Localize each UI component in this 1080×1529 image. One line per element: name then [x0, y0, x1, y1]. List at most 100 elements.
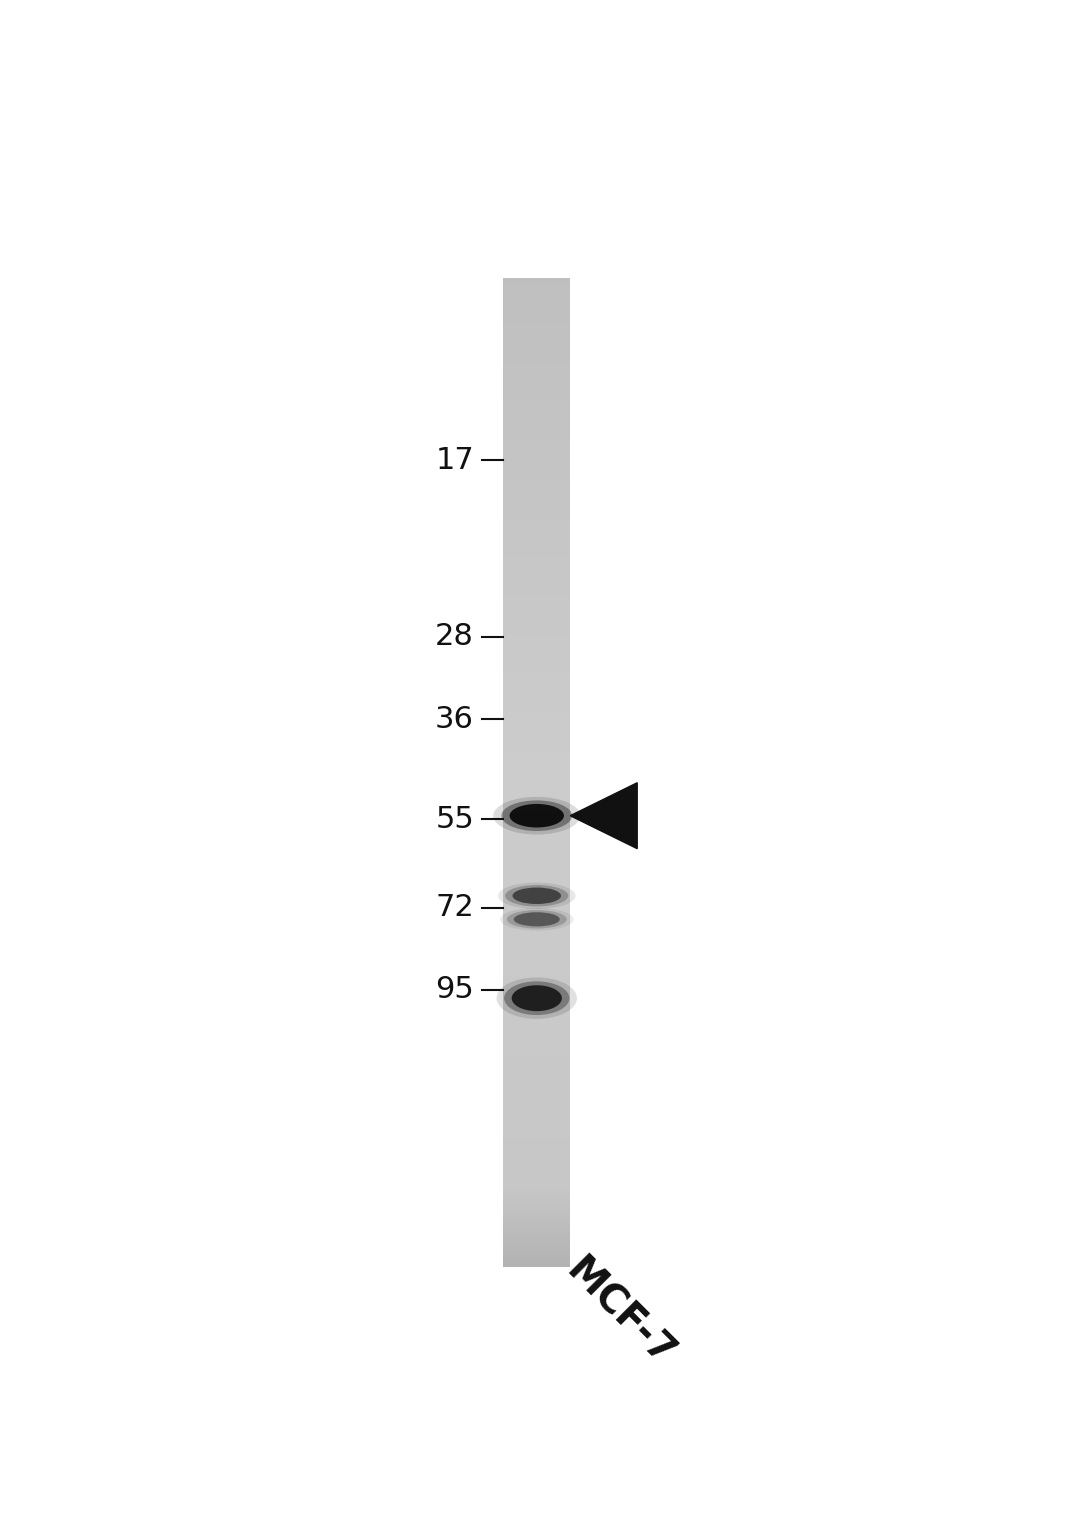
Bar: [503, 1000, 570, 1001]
Bar: [503, 524, 570, 528]
Bar: [503, 547, 570, 549]
Bar: [503, 956, 570, 957]
Bar: [503, 592, 570, 595]
Bar: [503, 1168, 570, 1170]
Bar: [503, 839, 570, 841]
Bar: [503, 1197, 570, 1200]
Bar: [503, 1156, 570, 1157]
Bar: [503, 1190, 570, 1193]
Bar: [503, 924, 570, 925]
Bar: [503, 528, 570, 531]
Bar: [503, 787, 570, 789]
Bar: [503, 387, 570, 388]
Bar: [503, 544, 570, 547]
Bar: [503, 391, 570, 394]
Bar: [503, 1104, 570, 1105]
Text: MCF-7: MCF-7: [557, 1252, 680, 1375]
Bar: [503, 1041, 570, 1044]
Bar: [503, 1261, 570, 1264]
Bar: [503, 563, 570, 564]
Bar: [503, 653, 570, 656]
Bar: [503, 433, 570, 436]
Bar: [503, 716, 570, 717]
Bar: [503, 567, 570, 569]
Ellipse shape: [498, 882, 576, 908]
Bar: [503, 1180, 570, 1182]
Ellipse shape: [507, 910, 567, 928]
Ellipse shape: [514, 913, 559, 927]
Bar: [503, 1141, 570, 1144]
Bar: [503, 1092, 570, 1093]
Bar: [503, 977, 570, 980]
Bar: [503, 801, 570, 804]
Bar: [503, 439, 570, 440]
Bar: [503, 624, 570, 627]
Bar: [503, 972, 570, 976]
Bar: [503, 1133, 570, 1136]
Bar: [503, 775, 570, 777]
Bar: [503, 292, 570, 295]
Bar: [503, 833, 570, 836]
Bar: [503, 847, 570, 849]
Bar: [503, 800, 570, 801]
Bar: [503, 382, 570, 384]
Bar: [503, 609, 570, 612]
Bar: [503, 278, 570, 280]
Bar: [503, 1084, 570, 1086]
Bar: [503, 711, 570, 713]
Bar: [503, 517, 570, 520]
Bar: [503, 1177, 570, 1180]
Bar: [503, 1240, 570, 1242]
Bar: [503, 1017, 570, 1020]
Bar: [503, 809, 570, 812]
Bar: [503, 982, 570, 985]
Bar: [503, 980, 570, 982]
Bar: [503, 1037, 570, 1040]
Bar: [503, 552, 570, 555]
Bar: [503, 852, 570, 853]
Bar: [503, 619, 570, 621]
Bar: [503, 349, 570, 352]
Bar: [503, 1012, 570, 1014]
Bar: [503, 408, 570, 411]
Bar: [503, 820, 570, 821]
Bar: [503, 720, 570, 723]
Bar: [503, 732, 570, 735]
Bar: [503, 1124, 570, 1125]
Bar: [503, 336, 570, 339]
Bar: [503, 615, 570, 616]
Bar: [503, 685, 570, 688]
Bar: [503, 1222, 570, 1225]
Bar: [503, 456, 570, 459]
Bar: [503, 953, 570, 956]
Bar: [503, 1242, 570, 1245]
Bar: [503, 471, 570, 472]
Bar: [503, 896, 570, 898]
Bar: [503, 431, 570, 433]
Bar: [503, 898, 570, 901]
Bar: [503, 904, 570, 905]
Bar: [503, 755, 570, 757]
Bar: [503, 873, 570, 876]
Bar: [503, 1170, 570, 1173]
Bar: [503, 1200, 570, 1202]
Bar: [503, 832, 570, 833]
Bar: [503, 813, 570, 816]
Bar: [503, 511, 570, 512]
Bar: [503, 792, 570, 795]
Bar: [503, 647, 570, 648]
Bar: [503, 1034, 570, 1037]
Bar: [503, 920, 570, 924]
Bar: [503, 1027, 570, 1029]
Bar: [503, 1138, 570, 1141]
Bar: [503, 849, 570, 852]
Bar: [503, 287, 570, 291]
Bar: [503, 705, 570, 708]
Bar: [503, 1112, 570, 1113]
Bar: [503, 1061, 570, 1064]
Text: 72: 72: [435, 893, 474, 922]
Bar: [503, 676, 570, 679]
Bar: [503, 540, 570, 543]
Bar: [503, 379, 570, 382]
Bar: [503, 893, 570, 896]
